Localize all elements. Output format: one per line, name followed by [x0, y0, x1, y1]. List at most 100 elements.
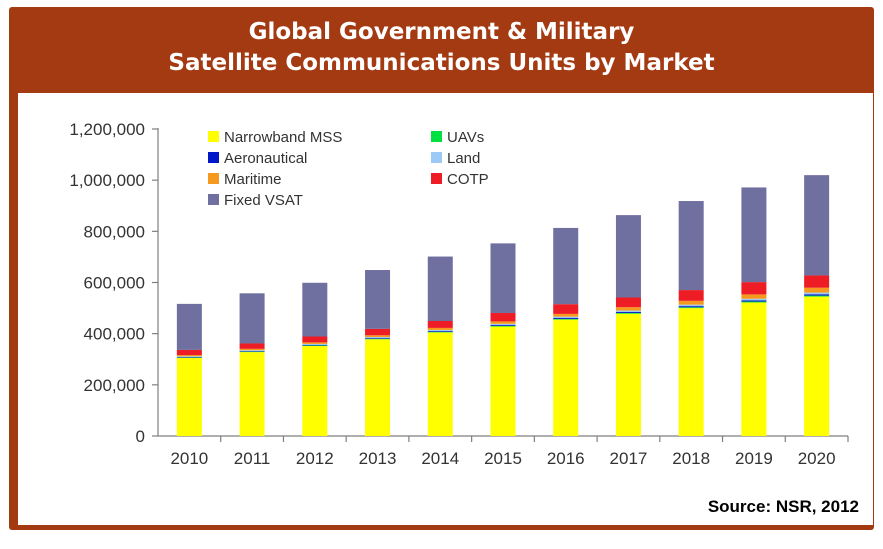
bar-segment — [176, 356, 202, 358]
source-note: Source: NSR, 2012 — [707, 497, 859, 516]
x-tick-label: 2019 — [735, 449, 773, 468]
legend-label: Aeronautical — [224, 150, 307, 167]
bar-segment — [741, 298, 767, 301]
bar-segment — [741, 282, 767, 295]
bar-segment — [365, 338, 391, 340]
bar-segment — [427, 321, 453, 328]
x-tick-label: 2017 — [610, 449, 648, 468]
bar-segment — [239, 352, 265, 436]
y-tick-label: 600,000 — [84, 274, 145, 293]
x-tick-label: 2013 — [359, 449, 397, 468]
bar-segment — [176, 355, 202, 357]
bar-segment — [678, 306, 704, 308]
bar-segment — [615, 215, 641, 298]
y-tick-label: 1,000,000 — [69, 171, 145, 190]
bar-segment — [553, 304, 579, 314]
bar-segment — [302, 343, 328, 345]
legend-label: Narrowband MSS — [224, 129, 342, 146]
bar-segment — [678, 307, 704, 309]
bar-segment — [678, 201, 704, 291]
bar-segment — [176, 303, 202, 350]
chart-title-line-2: Satellite Communications Units by Market — [168, 50, 715, 76]
legend-label: Fixed VSAT — [224, 192, 303, 209]
bar-segment — [239, 351, 265, 352]
bar-segment — [427, 331, 453, 333]
legend-swatch — [431, 152, 442, 163]
bar-segment — [176, 357, 202, 436]
bar-segment — [553, 227, 579, 305]
bar-segment — [741, 300, 767, 302]
bar-segment — [239, 350, 265, 352]
x-tick-label: 2018 — [672, 449, 710, 468]
bar-segment — [490, 243, 516, 313]
bar-segment — [427, 327, 453, 330]
x-tick-label: 2020 — [798, 449, 836, 468]
bar-segment — [239, 343, 265, 349]
bar-segment — [239, 348, 265, 351]
bar-segment — [490, 325, 516, 326]
bar-segment — [804, 287, 830, 293]
bar-segment — [804, 275, 830, 288]
bar-segment — [553, 316, 579, 318]
bar-segment — [804, 294, 830, 296]
bar-segment — [553, 319, 579, 436]
legend-label: UAVs — [447, 129, 484, 146]
x-tick-label: 2012 — [296, 449, 334, 468]
y-tick-label: 800,000 — [84, 222, 145, 241]
bar-segment — [804, 292, 830, 295]
bar-segment — [427, 332, 453, 436]
bar-segment — [678, 300, 704, 305]
bar-segment — [490, 321, 516, 324]
legend-label: Land — [447, 150, 480, 167]
bar-segment — [804, 296, 830, 436]
x-tick-label: 2016 — [547, 449, 585, 468]
bar-segment — [615, 310, 641, 312]
bar-segment — [239, 293, 265, 344]
legend-swatch — [208, 194, 219, 205]
y-tick-label: 1,200,000 — [69, 120, 145, 139]
bar-segment — [302, 342, 328, 344]
bar-segment — [804, 295, 830, 297]
bar-segment — [427, 329, 453, 332]
bar-segment — [678, 290, 704, 301]
bar-segment — [427, 256, 453, 322]
bar-segment — [741, 302, 767, 436]
bar-segment — [553, 317, 579, 319]
legend-swatch — [208, 131, 219, 142]
y-tick-label: 0 — [136, 427, 145, 446]
x-tick-label: 2010 — [170, 449, 208, 468]
bar-segment — [804, 175, 830, 276]
legend-swatch — [431, 131, 442, 142]
legend-swatch — [431, 173, 442, 184]
x-tick-label: 2014 — [421, 449, 459, 468]
chart-panel: 0 200,000 400,000 600,000 800,000 1,000,000 1,… — [18, 93, 873, 525]
chart-title-line-1: Global Government & Military — [248, 19, 635, 45]
bar-segment — [176, 357, 202, 358]
bar-segment — [490, 325, 516, 327]
bar-segment — [741, 187, 767, 283]
bar-segment — [553, 313, 579, 317]
bar-segment — [302, 336, 328, 343]
chart-title: Global Government & Military Satellite C… — [9, 17, 874, 79]
bar-segment — [678, 304, 704, 307]
x-tick-label: 2015 — [484, 449, 522, 468]
bar-segment — [490, 326, 516, 436]
bar-segment — [615, 312, 641, 314]
bar-segment — [741, 301, 767, 303]
bar-segment — [615, 313, 641, 436]
bar-segment — [365, 270, 391, 329]
bar-segment — [176, 349, 202, 356]
bar-segment — [302, 282, 328, 337]
bar-segment — [678, 308, 704, 436]
bar-segment — [490, 312, 516, 322]
bar-segment — [365, 337, 391, 339]
y-tick-label: 200,000 — [84, 376, 145, 395]
bar-segment — [490, 323, 516, 326]
bar-segment — [365, 335, 391, 338]
bar-segment — [615, 307, 641, 311]
bar-segment — [741, 294, 767, 299]
bar-segment — [365, 338, 391, 339]
bar-segment — [365, 328, 391, 336]
stacked-bar-chart: 0 200,000 400,000 600,000 800,000 1,000,000 1,… — [69, 120, 849, 468]
legend-swatch — [208, 152, 219, 163]
